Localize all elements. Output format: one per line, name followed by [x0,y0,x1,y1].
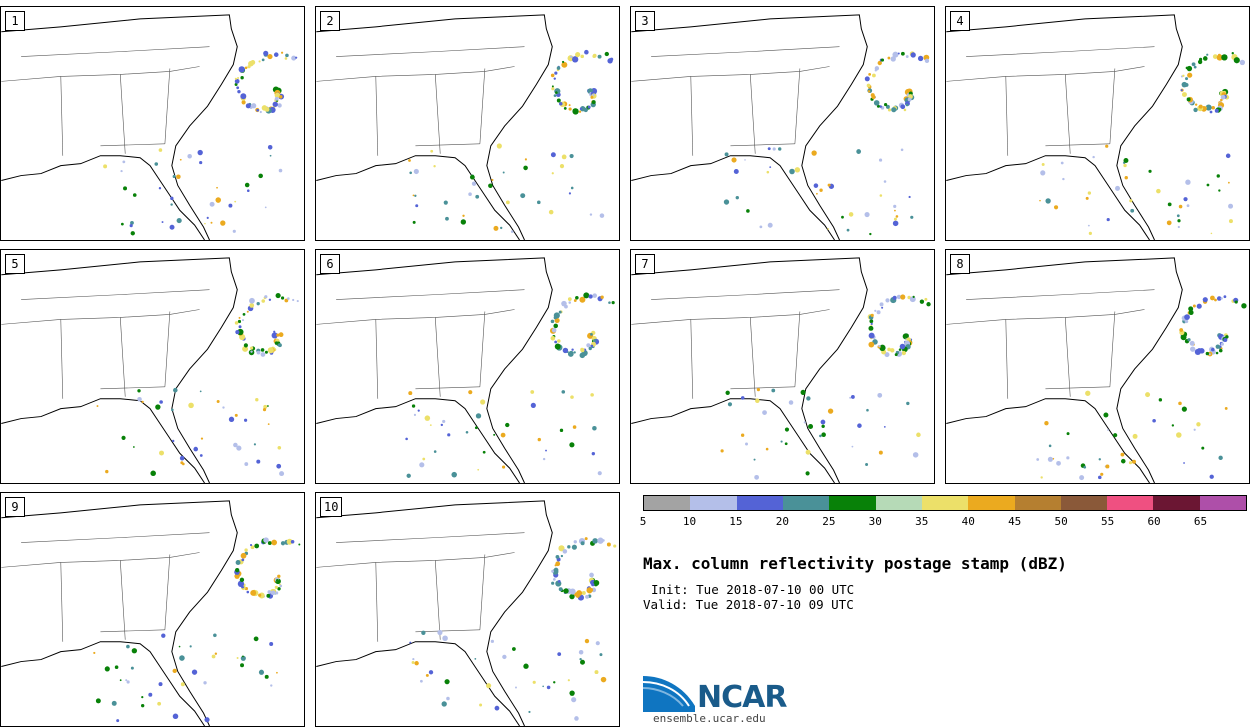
figure-title: Max. column reflectivity postage stamp (… [643,554,1067,573]
member-number-label: 3 [635,11,655,31]
ensemble-member-panel: 2 [315,6,620,241]
colorbar-ticks: 5 10 15 20 25 30 35 40 45 50 55 60 65 [639,515,1247,529]
ensemble-member-panel: 7 [630,249,935,484]
member-number-label: 4 [950,11,970,31]
member-number-label: 2 [320,11,340,31]
reflectivity-map [316,257,615,483]
reflectivity-map [316,14,614,240]
colorbar-tick-label: 5 [639,515,647,528]
colorbar-tick-label: 60 [1147,515,1161,528]
colorbar-segment [736,496,783,510]
colorbar-segment [1107,496,1154,510]
colorbar-tick-label: 35 [915,515,929,528]
colorbar-segment [1060,496,1108,510]
member-number-label: 6 [320,254,340,274]
reflectivity-map [631,14,930,240]
member-number-label: 9 [5,497,25,517]
colorbar-tick-label: 25 [822,515,836,528]
member-number-label: 1 [5,11,25,31]
colorbar-segment [829,496,876,510]
colorbar-segment [644,496,691,510]
colorbar-segment [690,496,737,510]
colorbar-segment [1153,496,1200,510]
ncar-logo-text: NCAR [697,680,787,715]
reflectivity-map [1,257,299,483]
ensemble-member-panel: 8 [945,249,1250,484]
reflectivity-map [631,257,931,483]
init-time: Init: Tue 2018-07-10 00 UTC [651,582,855,597]
colorbar-tick-label: 40 [961,515,975,528]
ensemble-member-panel: 4 [945,6,1250,241]
reflectivity-map [1,500,301,726]
colorbar-tick-label: 55 [1100,515,1115,528]
member-number-label: 8 [950,254,970,274]
colorbar-tick-label: 15 [729,515,743,528]
colorbar-tick-label: 65 [1193,515,1208,528]
ensemble-member-panel: 3 [630,6,935,241]
colorbar-segment [921,496,969,510]
colorbar-tick-label: 45 [1008,515,1022,528]
ncar-logo-icon [643,676,695,712]
colorbar-segment [782,496,830,510]
member-number-label: 7 [635,254,655,274]
ensemble-member-panel: 9 [0,492,305,727]
member-number-label: 10 [320,497,343,517]
ensemble-url: ensemble.ucar.edu [653,712,766,725]
colorbar-tick-label: 50 [1054,515,1068,528]
reflectivity-map [946,257,1247,483]
ensemble-member-panel: 10 [315,492,620,727]
colorbar-tick-label: 20 [775,515,789,528]
reflectivity-map [946,14,1246,240]
colorbar-tick-label: 10 [682,515,697,528]
reflectivity-map [1,14,298,240]
colorbar-segment [968,496,1015,510]
colorbar-tick-label: 30 [868,515,882,528]
colorbar-segment [1014,496,1061,510]
colorbar-segment [1199,496,1247,510]
ensemble-member-panel: 6 [315,249,620,484]
valid-time: Valid: Tue 2018-07-10 09 UTC [643,597,854,612]
member-number-label: 5 [5,254,25,274]
reflectivity-map [316,500,617,726]
reflectivity-colorbar [643,495,1247,511]
ensemble-member-panel: 5 [0,249,305,484]
ensemble-member-panel: 1 [0,6,305,241]
colorbar-segment [875,496,922,510]
